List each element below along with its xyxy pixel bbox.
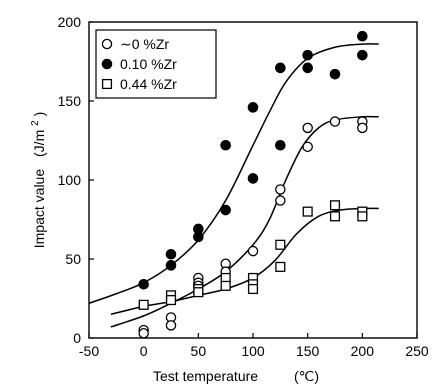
y-axis-label-main: Impact value xyxy=(31,169,47,249)
legend-marker-series-1 xyxy=(101,58,113,70)
data-point-series-1 xyxy=(357,49,368,61)
data-point-series-2 xyxy=(302,206,313,217)
y-axis-ticks xyxy=(89,21,94,339)
data-point-series-0 xyxy=(329,116,341,127)
x-tick-label: 0 xyxy=(140,343,148,359)
data-point-series-2 xyxy=(275,261,286,272)
y-tick-label: 0 xyxy=(73,330,81,346)
x-tick-label: 200 xyxy=(351,343,375,359)
data-point-series-1 xyxy=(302,49,313,61)
data-point-series-2 xyxy=(329,200,341,211)
data-point-series-1 xyxy=(247,102,259,113)
data-point-series-2 xyxy=(165,295,177,306)
data-point-series-1 xyxy=(275,139,286,151)
x-tick-label: 250 xyxy=(405,343,429,359)
legend-box xyxy=(95,29,217,99)
x-axis-unit: (℃) xyxy=(294,368,319,384)
legend-marker-series-0 xyxy=(101,38,113,50)
legend-label-series-1: 0.10 %Zr xyxy=(120,56,177,72)
data-point-series-2 xyxy=(329,211,341,222)
data-point-series-1 xyxy=(138,278,149,290)
y-tick-label: 50 xyxy=(65,251,81,267)
data-point-series-2 xyxy=(357,211,368,222)
legend-label-series-2: 0.44 %Zr xyxy=(120,76,177,92)
data-point-series-2 xyxy=(275,239,286,250)
y-tick-label: 150 xyxy=(58,93,82,109)
data-point-series-2 xyxy=(138,299,149,310)
legend-label-series-0: ∼0 %Zr xyxy=(120,36,169,52)
y-axis-label-unit-prefix: (J/m xyxy=(31,130,47,157)
data-points xyxy=(138,30,368,339)
fit-curve-series-2 xyxy=(110,207,379,316)
x-axis-tick-labels: -50 0 50 100 150 200 250 xyxy=(79,343,429,359)
x-axis-label: Test temperature xyxy=(153,368,258,384)
data-point-series-1 xyxy=(247,173,259,184)
data-point-series-0 xyxy=(302,141,313,153)
data-point-series-2 xyxy=(193,287,204,298)
data-point-series-1 xyxy=(302,62,313,74)
legend-marker-series-2 xyxy=(101,78,113,90)
data-point-series-2 xyxy=(220,280,231,291)
data-point-series-1 xyxy=(329,68,341,80)
x-tick-label: -50 xyxy=(79,343,99,359)
data-point-series-1 xyxy=(193,231,204,243)
data-point-series-1 xyxy=(165,248,177,260)
legend: ∼0 %Zr 0.10 %Zr 0.44 %Zr xyxy=(95,29,217,99)
y-axis-tick-labels: 0 50 100 150 200 xyxy=(58,14,82,346)
data-point-series-0 xyxy=(247,245,259,257)
x-tick-label: 100 xyxy=(241,343,265,359)
data-point-series-0 xyxy=(138,328,149,339)
data-point-series-0 xyxy=(165,320,177,331)
legend-items: ∼0 %Zr 0.10 %Zr 0.44 %Zr xyxy=(101,36,177,92)
data-point-series-1 xyxy=(275,62,286,74)
data-point-series-0 xyxy=(275,195,286,206)
y-tick-label: 100 xyxy=(58,172,82,188)
data-point-series-0 xyxy=(357,122,368,134)
data-point-series-1 xyxy=(220,204,231,216)
data-point-series-1 xyxy=(357,30,368,42)
data-point-series-0 xyxy=(275,184,286,195)
data-point-series-0 xyxy=(302,122,313,134)
y-axis-label-unit-suffix: ) xyxy=(31,112,47,117)
y-axis-label: Impact value (J/m 2 ) xyxy=(25,112,47,249)
data-point-series-1 xyxy=(165,260,177,271)
y-axis-label-unit-superscript: 2 xyxy=(30,120,41,126)
x-tick-label: 150 xyxy=(296,343,320,359)
x-tick-label: 50 xyxy=(191,343,207,359)
data-point-series-2 xyxy=(247,283,259,295)
fit-curve-series-0 xyxy=(110,115,379,328)
y-tick-label: 200 xyxy=(58,14,82,30)
x-axis-ticks xyxy=(88,333,418,338)
data-point-series-1 xyxy=(220,139,231,151)
